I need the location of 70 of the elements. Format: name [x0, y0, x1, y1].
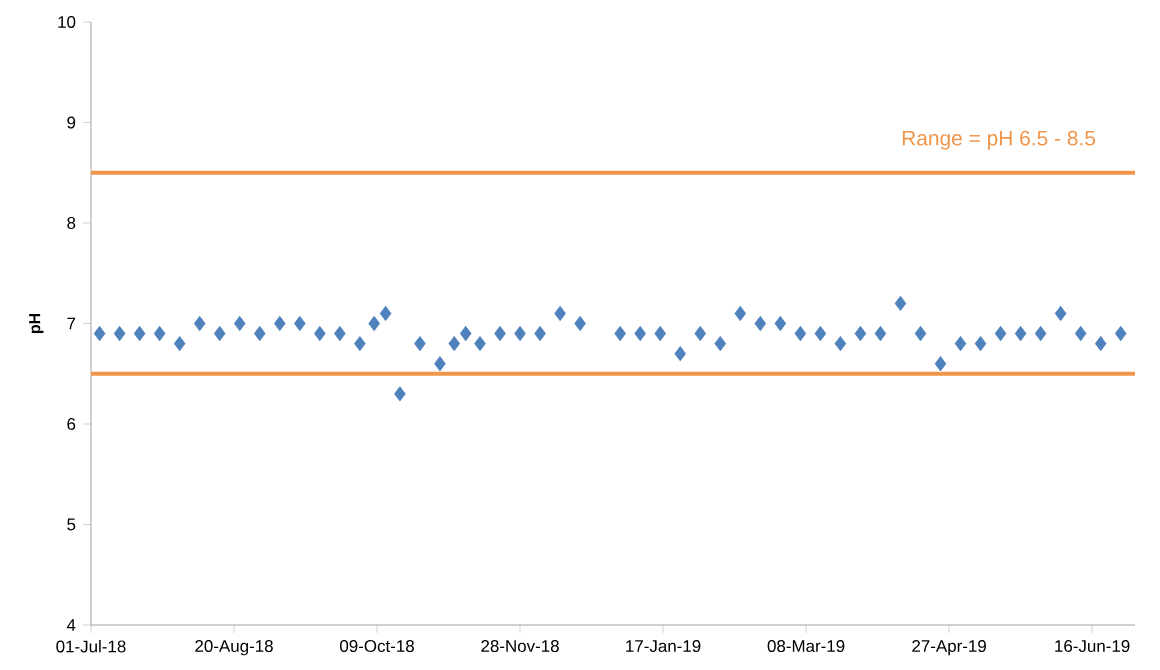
point	[233, 315, 246, 332]
x-tick-label: 20-Aug-18	[195, 640, 273, 656]
point	[448, 336, 461, 352]
point	[93, 325, 106, 342]
point	[1094, 336, 1107, 352]
point	[754, 315, 767, 332]
point	[494, 325, 506, 342]
point	[1034, 325, 1047, 342]
point	[1074, 325, 1087, 342]
point	[394, 386, 406, 402]
y-tick-label: 5	[67, 518, 76, 531]
point	[434, 356, 446, 372]
point	[894, 295, 907, 311]
point	[814, 325, 827, 342]
x-tick-label: 27-Apr-19	[912, 640, 986, 656]
point	[1114, 325, 1127, 342]
point	[368, 315, 380, 332]
point	[314, 325, 326, 342]
point	[474, 336, 486, 352]
y-tick-label: 6	[67, 418, 76, 430]
point	[634, 325, 646, 342]
point	[534, 325, 546, 342]
point	[379, 305, 392, 322]
ref-line-label: Range = pH 6.5 - 8.5	[902, 130, 1096, 150]
y-tick-label: 9	[67, 116, 76, 129]
point	[774, 315, 787, 332]
y-axis-title: pH	[29, 313, 44, 334]
point	[674, 346, 687, 362]
x-tick-label: 01-Jul-18	[56, 640, 126, 653]
point	[133, 325, 146, 342]
point	[854, 325, 867, 342]
point	[874, 325, 887, 342]
y-tick-label: 4	[66, 619, 76, 631]
point	[734, 305, 747, 322]
point	[834, 336, 847, 352]
point	[354, 336, 366, 352]
point	[614, 325, 626, 342]
y-tick-label: 8	[67, 217, 76, 229]
point	[554, 305, 566, 322]
x-tick-label: 28-Nov-18	[481, 640, 559, 653]
point	[273, 315, 286, 332]
y-tick-label: 10	[58, 16, 76, 28]
point	[253, 325, 266, 342]
point	[294, 315, 306, 332]
point	[914, 325, 927, 342]
point	[974, 336, 987, 352]
point	[994, 325, 1007, 342]
point	[193, 315, 206, 332]
point	[714, 336, 727, 352]
x-tick-label: 16-Jun-19	[1055, 640, 1130, 653]
point	[213, 325, 226, 342]
point	[934, 356, 947, 372]
point	[173, 336, 186, 352]
x-tick-label: 17-Jan-19	[626, 640, 701, 653]
point	[574, 315, 586, 332]
point	[514, 325, 526, 342]
point	[334, 325, 346, 342]
point	[954, 336, 967, 352]
point	[1054, 305, 1067, 322]
x-tick-label: 09-Oct-18	[340, 640, 414, 653]
point	[414, 336, 426, 352]
x-tick-label: 08-Mar-19	[767, 640, 845, 653]
point	[1014, 325, 1027, 342]
point	[694, 325, 707, 342]
point	[794, 325, 807, 342]
point	[153, 325, 166, 342]
y-tick-label: 7	[67, 317, 76, 330]
point	[459, 325, 472, 342]
point	[654, 325, 666, 342]
point	[113, 325, 126, 342]
